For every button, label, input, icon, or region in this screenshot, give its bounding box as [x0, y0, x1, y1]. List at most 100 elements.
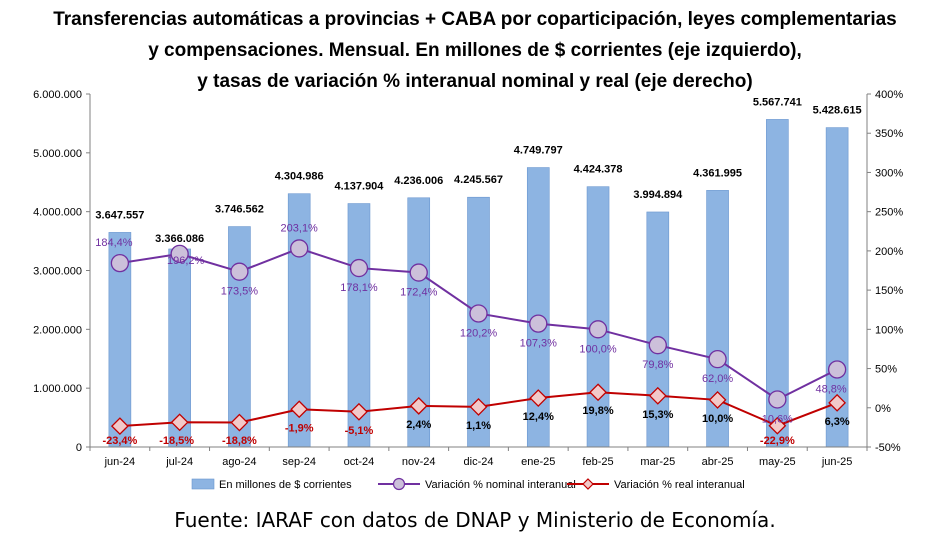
- legend-real-label: Variación % real interanual: [614, 479, 745, 491]
- real-point: [469, 397, 488, 416]
- x-tick-label: nov-24: [402, 456, 436, 468]
- legend-bar-label: En millones de $ corrientes: [219, 479, 352, 491]
- nominal-point: [648, 336, 667, 355]
- x-tick-label: ene-25: [521, 456, 555, 468]
- x-tick-label: feb-25: [582, 456, 613, 468]
- x-tick-label: oct-24: [344, 456, 375, 468]
- real-data-label: -23,4%: [102, 435, 137, 447]
- y-right-tick-label: 350%: [875, 128, 903, 140]
- nominal-point: [349, 258, 369, 278]
- real-point: [350, 402, 368, 421]
- nominal-data-label: 196,2%: [167, 255, 205, 267]
- real-data-label: 19,8%: [582, 405, 613, 417]
- real-data-label: 10,0%: [702, 413, 733, 425]
- x-tick-label: sep-24: [282, 456, 316, 468]
- y-left-tick-label: 3.000.000: [33, 266, 82, 278]
- bar-data-label: 5.567.741: [753, 96, 802, 108]
- legend-nominal-marker: [392, 477, 406, 491]
- nominal-point: [588, 320, 608, 339]
- nominal-data-label: 184,4%: [95, 237, 133, 249]
- nominal-point: [230, 262, 249, 281]
- x-tick-label: mar-25: [640, 456, 675, 468]
- y-left-tick-label: 0: [76, 442, 82, 454]
- real-point: [290, 400, 309, 419]
- nominal-data-label: 173,5%: [221, 286, 259, 298]
- nominal-data-label: 120,2%: [460, 327, 498, 339]
- real-data-label: -1,9%: [285, 422, 314, 434]
- real-data-label: 1,1%: [466, 420, 491, 432]
- real-point: [409, 396, 428, 415]
- nominal-point: [290, 239, 309, 258]
- source-note: Fuente: IARAF con datos de DNAP y Minist…: [174, 508, 776, 532]
- nominal-point: [469, 304, 488, 323]
- nominal-data-label: 172,4%: [400, 287, 438, 299]
- real-data-label: 2,4%: [406, 419, 431, 431]
- nominal-point: [409, 263, 428, 282]
- real-point: [768, 416, 787, 435]
- x-tick-label: dic-24: [464, 456, 494, 468]
- bar-data-label: 3.366.086: [155, 233, 204, 245]
- y-right-tick-label: 200%: [875, 246, 903, 258]
- real-point: [110, 417, 129, 436]
- nominal-point: [708, 349, 727, 369]
- y-left-tick-label: 1.000.000: [33, 383, 82, 395]
- real-data-label: 15,3%: [642, 409, 673, 421]
- nominal-data-label: 62,0%: [702, 373, 733, 385]
- chart-title: Transferencias automáticas a provincias …: [0, 4, 950, 97]
- nominal-data-label: 107,3%: [520, 338, 558, 350]
- y-left-tick-label: 5.000.000: [33, 148, 82, 160]
- legend-bar-swatch: [191, 478, 215, 490]
- bar-data-label: 4.245.567: [454, 174, 503, 186]
- nominal-point: [529, 314, 548, 333]
- real-point: [648, 386, 667, 405]
- y-right-tick-label: 400%: [875, 89, 903, 101]
- x-tick-label: may-25: [759, 456, 796, 468]
- real-point: [708, 391, 727, 409]
- nominal-data-label: 100,0%: [579, 343, 617, 355]
- y-right-tick-label: 250%: [875, 207, 903, 219]
- y-left-tick-label: 6.000.000: [33, 89, 82, 101]
- bar-data-label: 3.994.894: [633, 189, 683, 201]
- y-right-tick-label: 0%: [875, 403, 891, 415]
- legend-nominal-label: Variación % nominal interanual: [425, 479, 576, 491]
- nominal-data-label: 203,1%: [281, 222, 319, 234]
- title-line-2: y compensaciones. Mensual. En millones d…: [148, 40, 802, 61]
- x-tick-label: jun-25: [821, 456, 853, 468]
- real-data-label: -5,1%: [345, 425, 374, 437]
- y-right-tick-label: -50%: [875, 442, 901, 454]
- bar-data-label: 4.361.995: [693, 167, 742, 179]
- nominal-point: [768, 390, 787, 409]
- nominal-point: [110, 253, 130, 273]
- bar-data-label: 4.424.378: [574, 164, 623, 176]
- nominal-point: [170, 244, 189, 264]
- real-data-label: 12,4%: [523, 411, 554, 423]
- x-tick-label: ago-24: [222, 456, 256, 468]
- real-data-label: -22,9%: [760, 435, 795, 447]
- bar-data-label: 4.137.904: [334, 181, 384, 193]
- nominal-data-label: 79,8%: [642, 359, 673, 371]
- x-tick-label: jul-24: [165, 456, 193, 468]
- bar-data-label: 4.236.006: [394, 175, 443, 187]
- bar-data-label: 3.647.557: [95, 209, 144, 221]
- real-data-label: -18,5%: [159, 435, 194, 447]
- nominal-data-label: 10,6%: [762, 413, 793, 425]
- real-point: [589, 383, 607, 402]
- title-line-1: Transferencias automáticas a provincias …: [53, 9, 897, 30]
- bar-data-label: 5.428.615: [813, 105, 862, 117]
- real-point: [230, 413, 249, 432]
- real-data-label: 6,3%: [825, 416, 850, 428]
- y-left-tick-label: 4.000.000: [33, 207, 82, 219]
- nominal-data-label: 178,1%: [340, 282, 378, 294]
- nominal-data-label: 48,8%: [816, 383, 847, 395]
- real-point: [529, 389, 548, 407]
- bar-data-label: 4.304.986: [275, 171, 324, 183]
- y-right-tick-label: 300%: [875, 167, 903, 179]
- bar-data-label: 4.749.797: [514, 145, 563, 157]
- legend-real-marker: [582, 478, 594, 490]
- y-right-tick-label: 100%: [875, 324, 903, 336]
- title-line-3: y tasas de variación % interanual nomina…: [197, 71, 753, 92]
- y-right-tick-label: 50%: [875, 364, 897, 376]
- y-right-tick-label: 150%: [875, 285, 903, 297]
- y-left-tick-label: 2.000.000: [33, 324, 82, 336]
